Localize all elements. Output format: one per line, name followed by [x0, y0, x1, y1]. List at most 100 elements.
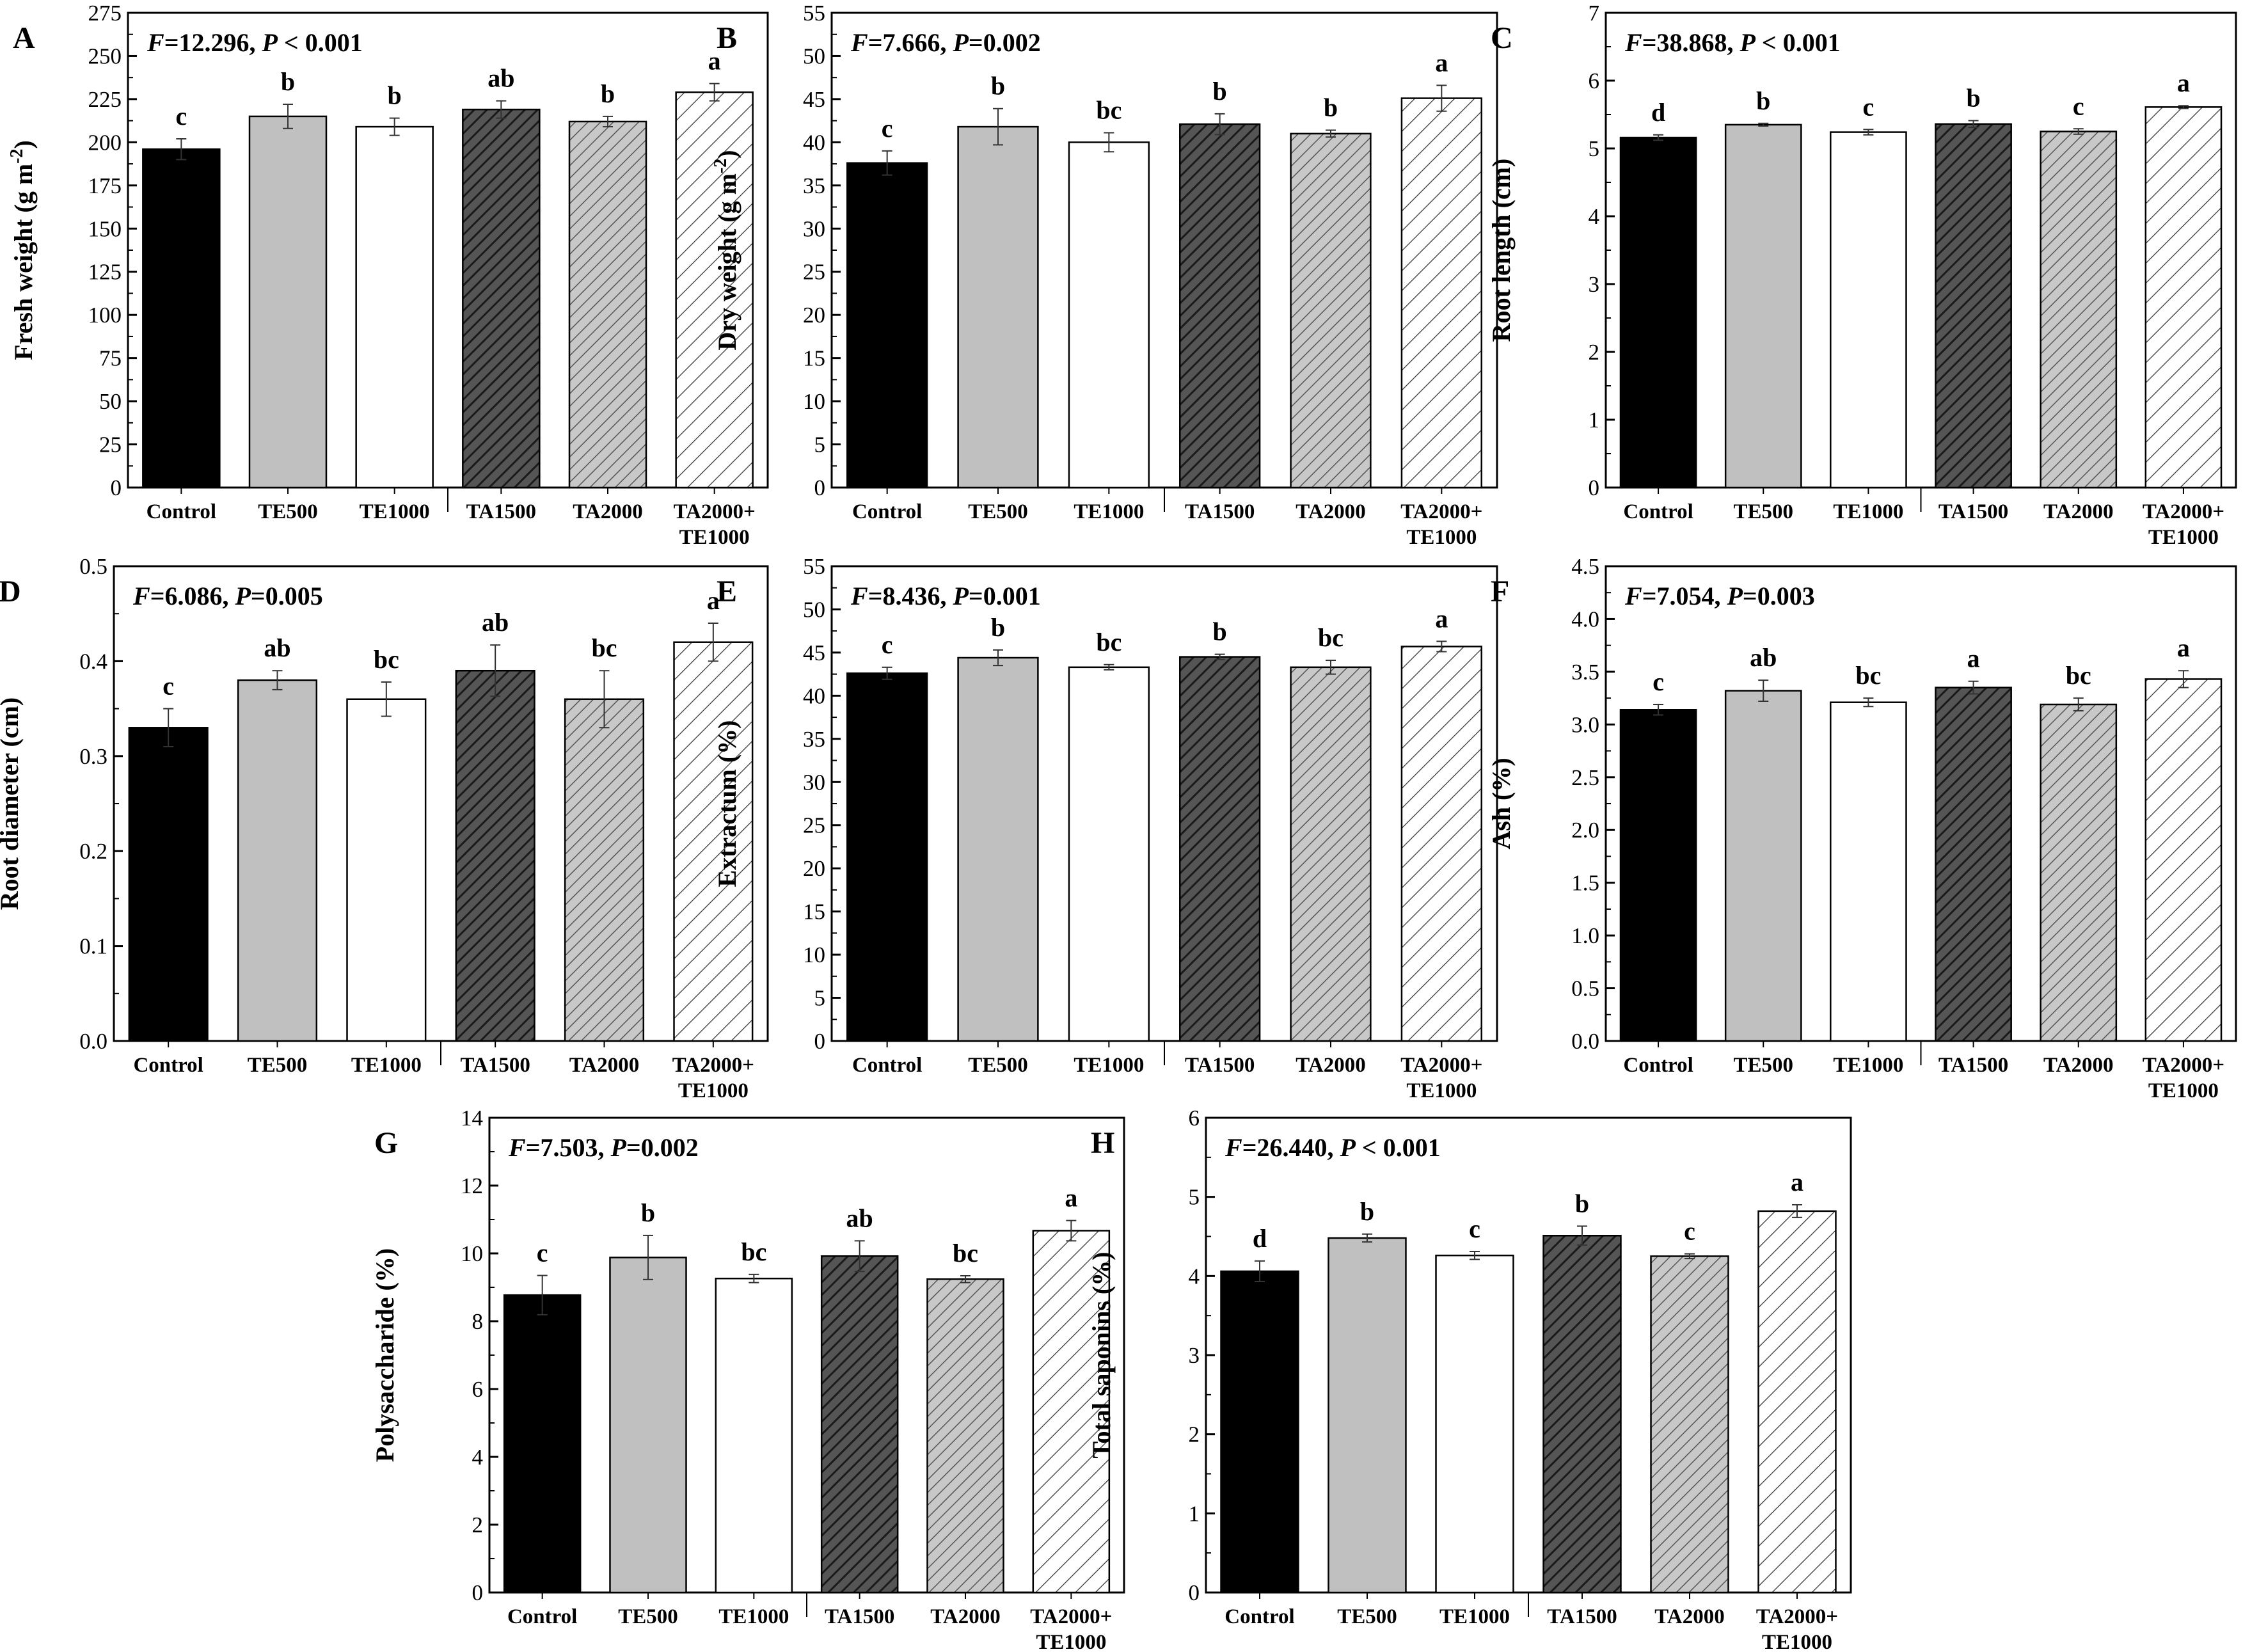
bar-ta2000: [1290, 132, 1372, 489]
plot-frame: [1605, 565, 2237, 1042]
y-tick-label: 50: [99, 389, 122, 414]
significance-letter: bc: [741, 1237, 766, 1266]
significance-letter: b: [1213, 617, 1227, 646]
x-tick-label: TE1000: [678, 1079, 749, 1102]
y-tick-label: 200: [88, 130, 122, 155]
x-tick-label: TA2000: [2043, 1054, 2113, 1077]
y-tick-label: 10: [461, 1241, 483, 1266]
y-tick-label: 40: [803, 683, 825, 708]
bar-te500: [957, 656, 1039, 1042]
significance-letter: b: [641, 1198, 655, 1227]
y-axis-label: Dry weight (g m-2): [711, 150, 742, 350]
y-tick-label: 20: [803, 856, 825, 881]
bar-ta2000: [926, 1278, 1004, 1594]
bar-ta2000-plus-te1000: [673, 641, 754, 1042]
y-axis-label: Ash (%): [1487, 758, 1516, 849]
y-tick-label: 0: [111, 475, 122, 500]
x-tick-label: TE500: [968, 1054, 1028, 1077]
x-tick-label: TA2000+: [1400, 1054, 1482, 1077]
y-tick-label: 0: [472, 1580, 484, 1605]
x-tick-label: TA1500: [460, 1054, 530, 1077]
y-tick-label: 2: [1189, 1422, 1200, 1447]
y-tick-label: 3.0: [1571, 712, 1599, 737]
significance-letter: b: [1756, 86, 1770, 115]
bar-ta2000: [568, 120, 647, 489]
y-tick-label: 250: [88, 44, 122, 68]
y-tick-label: 25: [803, 260, 825, 285]
y-tick-label: 175: [88, 173, 122, 198]
bar-ta2000: [2040, 703, 2118, 1042]
y-tick-label: 8: [472, 1309, 484, 1334]
stat-annotation: F=38.868, P < 0.001: [1624, 28, 1841, 57]
y-tick-label: 14: [461, 1106, 483, 1131]
y-tick-label: 30: [803, 216, 825, 241]
y-axis-label: Polysaccharide (%): [370, 1248, 399, 1462]
y-tick-label: 50: [803, 597, 825, 622]
significance-letter: b: [1575, 1189, 1589, 1218]
bar-te500: [957, 125, 1039, 489]
bar-control: [128, 727, 209, 1042]
significance-letter: b: [1360, 1197, 1374, 1226]
bar-ta1500: [462, 108, 541, 489]
x-tick-label: TE1000: [351, 1054, 422, 1077]
x-tick-label: TA1500: [1938, 1054, 2008, 1077]
y-axis-label: Root diameter (cm): [0, 697, 24, 910]
y-tick-label: 0.5: [1571, 976, 1599, 1001]
x-tick-label: TE500: [1733, 1054, 1793, 1077]
x-tick-label: TE500: [1733, 500, 1793, 523]
x-tick-label: TE500: [1337, 1605, 1397, 1628]
y-tick-label: 4.0: [1571, 607, 1599, 631]
significance-letter: b: [1213, 77, 1227, 106]
bar-control: [1619, 708, 1697, 1042]
y-tick-label: 25: [803, 813, 825, 838]
y-tick-label: 4.5: [1571, 554, 1599, 579]
stat-annotation: F=8.436, P=0.001: [850, 582, 1041, 610]
y-tick-label: 2: [1589, 340, 1600, 365]
x-tick-label: Control: [507, 1605, 577, 1628]
y-tick-label: 3: [1589, 272, 1600, 297]
significance-letter: c: [2073, 91, 2084, 120]
x-tick-label: TE1000: [1833, 1054, 1903, 1077]
bar-control: [846, 672, 928, 1042]
y-tick-label: 0.5: [79, 554, 107, 579]
y-tick-label: 75: [99, 346, 122, 371]
x-tick-label: Control: [852, 500, 922, 523]
y-tick-label: 1: [1189, 1501, 1200, 1526]
significance-letter: c: [1653, 667, 1664, 696]
significance-letter: a: [1791, 1168, 1803, 1196]
x-tick-label: TA1500: [825, 1605, 894, 1628]
significance-letter: c: [882, 630, 893, 659]
x-tick-label: Control: [1623, 500, 1693, 523]
significance-letter: bc: [1096, 628, 1122, 656]
significance-letter: d: [1651, 98, 1665, 127]
x-tick-label: TA2000+: [2143, 500, 2224, 523]
y-tick-label: 45: [803, 640, 825, 665]
plot-frame: [1605, 12, 2237, 489]
x-tick-label: TA2000: [1296, 500, 1365, 523]
stat-annotation: F=7.666, P=0.002: [850, 28, 1041, 57]
x-tick-label: TA2000: [2043, 500, 2113, 523]
x-tick-label: TA1500: [1185, 1054, 1255, 1077]
y-tick-label: 15: [803, 900, 825, 925]
significance-letter: c: [1469, 1214, 1480, 1243]
significance-letter: a: [1435, 48, 1448, 77]
y-tick-label: 6: [1189, 1106, 1200, 1131]
significance-letter: bc: [953, 1239, 978, 1267]
panel-label: F: [1491, 575, 1509, 608]
significance-letter: b: [281, 67, 295, 96]
y-axis-label: Fresh weight (g m-2): [7, 140, 38, 360]
y-tick-label: 0.0: [79, 1029, 107, 1054]
x-tick-label: TE1000: [1074, 1054, 1144, 1077]
significance-letter: b: [601, 79, 615, 108]
x-tick-label: TA2000: [930, 1605, 1000, 1628]
chart-panel-g: 0 2 4 6 8 10 12 14 c Control b TE500 bc TE1000 ab TA150…: [370, 1106, 1125, 1652]
y-tick-label: 225: [88, 87, 122, 112]
y-tick-label: 1.0: [1571, 923, 1599, 948]
panel-label: H: [1091, 1126, 1114, 1160]
significance-letter: b: [1324, 93, 1338, 122]
bar-te500: [1328, 1237, 1407, 1594]
y-tick-label: 0.3: [79, 744, 107, 769]
y-tick-label: 3: [1189, 1343, 1200, 1368]
bar-ta2000: [1290, 666, 1372, 1042]
y-tick-label: 1: [1589, 408, 1600, 433]
